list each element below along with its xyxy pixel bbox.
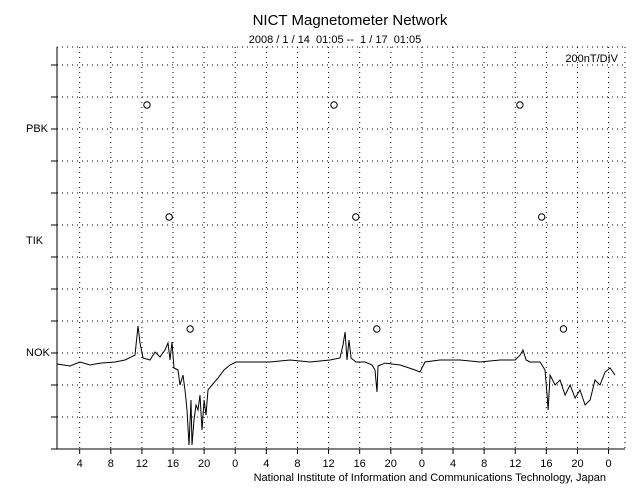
- x-tick-label: 12: [509, 458, 521, 470]
- marker: [165, 213, 173, 221]
- marker: [352, 213, 360, 221]
- marker: [143, 101, 151, 109]
- scale-label: 200nT/DIV: [565, 53, 618, 65]
- marker: [330, 101, 338, 109]
- y-tick-label: NOK: [26, 347, 51, 359]
- x-tick-label: 20: [571, 458, 583, 470]
- x-tick-label: 20: [198, 458, 210, 470]
- x-tick-label: 16: [167, 458, 179, 470]
- y-tick-label: PBK: [26, 123, 49, 135]
- x-tick-label: 4: [77, 458, 83, 470]
- chart-title: NICT Magnetometer Network: [253, 12, 448, 29]
- x-tick-label: 4: [263, 458, 269, 470]
- x-tick-label: 12: [322, 458, 334, 470]
- x-tick-label: 20: [385, 458, 397, 470]
- x-tick-label: 16: [540, 458, 552, 470]
- x-tick-label: 16: [354, 458, 366, 470]
- marker: [516, 101, 524, 109]
- data-line: [56, 325, 616, 446]
- chart-subtitle: 2008 / 1 / 14 01:05 -- 1 / 17 01:05: [249, 34, 421, 46]
- x-tick-label: 8: [481, 458, 487, 470]
- x-tick-label: 4: [450, 458, 456, 470]
- x-tick-label: 0: [419, 458, 425, 470]
- x-tick-label: 0: [606, 458, 612, 470]
- x-tick-label: 8: [108, 458, 114, 470]
- marker: [537, 213, 546, 221]
- x-tick-label: 12: [136, 458, 148, 470]
- marker: [186, 325, 194, 333]
- footer: National Institute of Information and Co…: [254, 472, 606, 484]
- marker: [559, 325, 568, 333]
- y-tick-label: TIK: [26, 235, 44, 247]
- marker: [373, 325, 381, 333]
- x-tick-label: 8: [294, 458, 300, 470]
- x-tick-label: 0: [232, 458, 238, 470]
